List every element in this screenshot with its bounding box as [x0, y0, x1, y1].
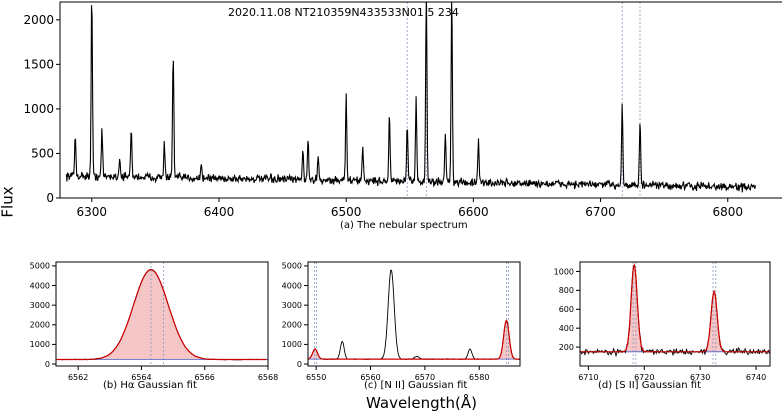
- panel-a-ytick-label: 2000: [23, 13, 54, 27]
- panel-c-ytick-label: 5000: [282, 262, 302, 271]
- panel-a-ytick-label: 0: [46, 191, 54, 205]
- panel-c-ytick-label: 4000: [282, 281, 302, 290]
- panel-b-xtick-label: 6564: [131, 373, 151, 382]
- panel-d-ytick-label: 600: [559, 305, 574, 314]
- panel-b-ytick-label: 3000: [30, 301, 50, 310]
- panel-c-ytick-label: 1000: [282, 340, 302, 349]
- panel-a-nebular-spectrum: 6300 6400 6500 6600 6700 6800 0 500 1000 1500 2000: [23, 1, 782, 219]
- panel-a-spectrum-line: [65, 2, 757, 193]
- panel-b-fit-line: [56, 269, 267, 361]
- panel-b-xtick-label: 6562: [68, 373, 88, 382]
- panel-c-fit-line: [308, 319, 520, 360]
- panel-a-xtick-label: 6500: [331, 205, 362, 219]
- panel-b-caption: (b) Hα Gaussian fit: [103, 380, 197, 391]
- panel-a-xtick-label: 6300: [77, 205, 108, 219]
- panel-d-xtick-label: 6720: [634, 373, 654, 382]
- panel-a-xtick-label: 6400: [204, 205, 235, 219]
- panel-d-ytick-label: 800: [559, 286, 574, 295]
- panel-b-xtick-label: 6568: [258, 373, 278, 382]
- panel-b-frame: [55, 261, 269, 367]
- panel-a-xtick-label: 6600: [458, 205, 489, 219]
- panel-d-sii-fit: 6710 6720 6730 6740 200 400 600 800 1000: [554, 261, 771, 382]
- panel-a-ytick-label: 500: [31, 147, 54, 161]
- panel-d-ytick-label: 400: [559, 324, 574, 333]
- panel-a-xtick-label: 6800: [712, 205, 743, 219]
- panel-c-xtick-label: 6580: [469, 373, 489, 382]
- panel-c-frame: [307, 261, 521, 367]
- panel-c-xtick-label: 6570: [415, 373, 435, 382]
- panel-d-xtick-label: 6730: [690, 373, 710, 382]
- panel-d-ytick-label: 1000: [554, 267, 574, 276]
- panel-a-ytick-label: 1000: [23, 102, 54, 116]
- panel-c-xtick-label: 6560: [360, 373, 380, 382]
- panel-c-ytick-label: 2000: [282, 321, 302, 330]
- panel-b-ytick-label: 5000: [30, 262, 50, 271]
- panel-d-caption: (d) [S II] Gaussian fit: [598, 380, 702, 391]
- panel-c-ytick-label: 3000: [282, 301, 302, 310]
- panel-a-ytick-label: 1500: [23, 58, 54, 72]
- panel-b-ytick-label: 2000: [30, 321, 50, 330]
- panel-a-caption: (a) The nebular spectrum: [340, 220, 468, 231]
- panel-b-ytick-label: 1000: [30, 340, 50, 349]
- panel-b-ytick-label: 4000: [30, 281, 50, 290]
- panel-d-xtick-label: 6740: [746, 373, 766, 382]
- y-axis-label: Flux: [0, 186, 17, 218]
- panel-c-observed-line: [308, 269, 520, 361]
- panel-d-fit-line: [580, 263, 770, 353]
- panel-a-frame: [59, 1, 782, 199]
- panel-b-halpha-fit: 6562 6564 6566 6568 0 1000 2000 3000 4000 5000: [30, 261, 278, 382]
- panel-d-observed-line: [580, 264, 770, 358]
- panel-d-frame: [579, 261, 771, 367]
- panel-c-ytick-label: 0: [297, 360, 302, 369]
- panel-d-ytick-label: 200: [559, 343, 574, 352]
- panel-d-xtick-label: 6710: [578, 373, 598, 382]
- panel-c-xtick-label: 6550: [306, 373, 326, 382]
- x-axis-label: Wavelength(Å): [366, 394, 477, 412]
- panel-a-header-text: 2020.11.08 NT210359N433533N01 5 234: [228, 6, 459, 19]
- panel-c-caption: (c) [N II] Gaussian fit: [364, 380, 468, 391]
- panel-a-xtick-label: 6700: [585, 205, 616, 219]
- panel-c-nii-fit: 6550 6560 6570 6580 0 1000 2000 3000 4000 5000: [282, 261, 521, 382]
- panel-b-xtick-label: 6566: [195, 373, 215, 382]
- panel-b-ytick-label: 0: [45, 360, 50, 369]
